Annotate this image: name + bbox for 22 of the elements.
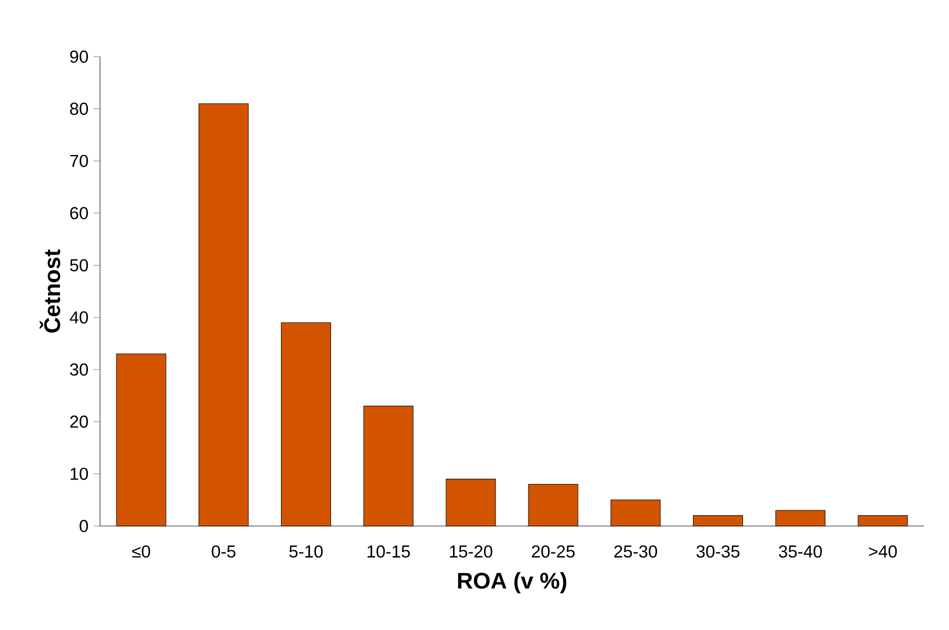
x-tick-label: 5-10 xyxy=(289,545,323,558)
y-tick-label: 0 xyxy=(80,520,88,532)
y-tick-label: 90 xyxy=(70,50,88,63)
x-tick-label: 25-30 xyxy=(614,545,658,558)
x-tick-label: 30-35 xyxy=(696,545,740,558)
y-tick-label: 40 xyxy=(70,311,88,324)
y-axis-title: Četnost xyxy=(40,249,60,333)
y-tick-label: 50 xyxy=(70,259,88,272)
y-tick-label: 60 xyxy=(70,206,88,220)
x-tick-label: 35-40 xyxy=(778,545,822,558)
y-tick-label: 30 xyxy=(70,363,88,376)
y-tick-label: 80 xyxy=(70,102,88,115)
x-tick-label: >40 xyxy=(868,545,897,558)
x-tick-label: 0-5 xyxy=(212,545,236,558)
y-tick-label: 20 xyxy=(70,416,88,428)
x-tick-label: ≤0 xyxy=(132,545,150,558)
x-tick-label: 10-15 xyxy=(368,545,410,558)
x-axis-title: ROA (v %) xyxy=(458,572,566,594)
x-tick-label: 20-25 xyxy=(532,545,575,558)
y-tick-label: 10 xyxy=(70,468,88,480)
x-tick-label: 15-20 xyxy=(450,545,492,558)
y-tick-label: 70 xyxy=(70,154,88,168)
